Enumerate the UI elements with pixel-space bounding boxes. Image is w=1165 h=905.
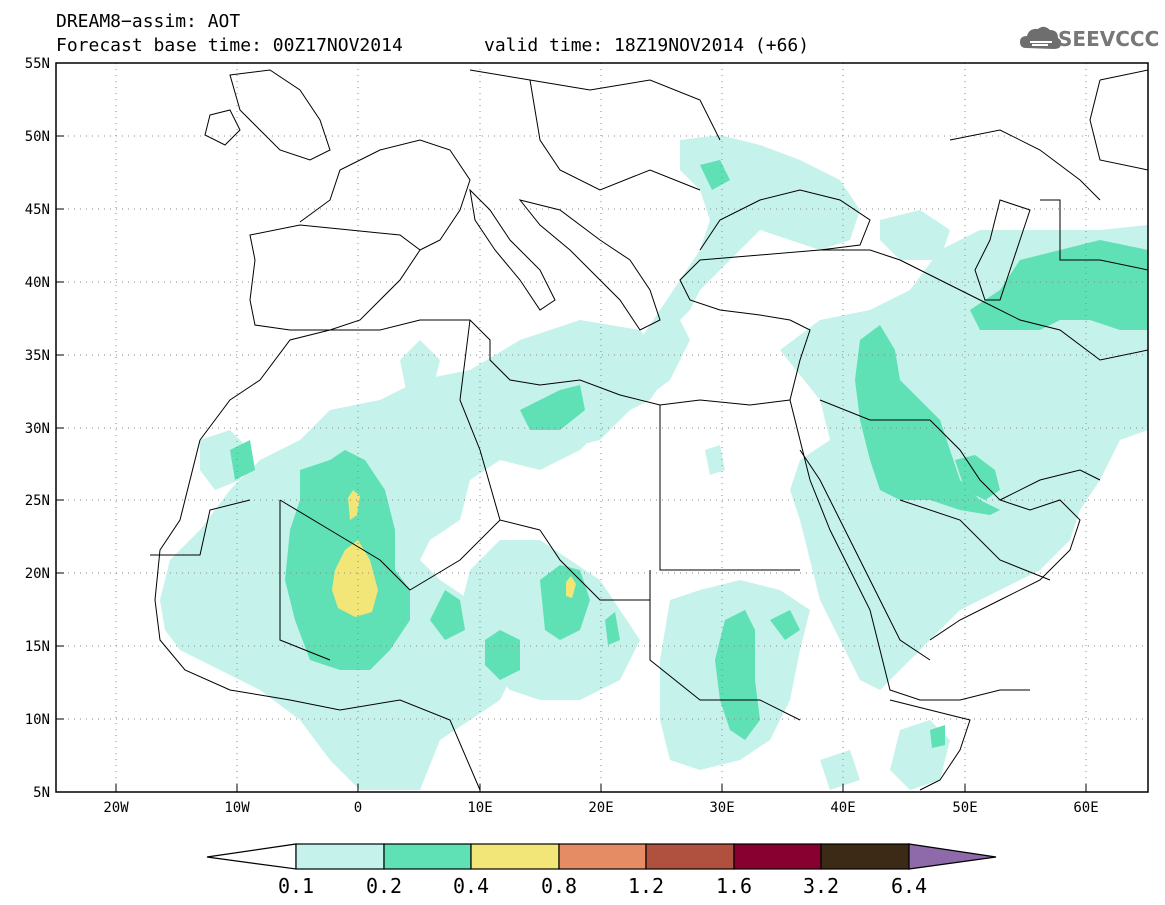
lon-labels: 20W 10W 0 10E 20E 30E 40E 50E 60E [103, 800, 1098, 816]
lon-label: 40E [830, 800, 855, 816]
colorbar-swatch [820, 843, 910, 870]
lat-label: 15N [25, 639, 50, 655]
valid-time: valid time: 18Z19NOV2014 (+66) [484, 35, 810, 56]
colorbar-label: 3.2 [803, 874, 839, 898]
map-title: DREAM8−assim: AOT [56, 11, 241, 32]
lat-label: 10N [25, 712, 50, 728]
colorbar-swatch [558, 843, 647, 870]
colorbar-swatch [383, 843, 472, 870]
lon-label: 50E [952, 800, 977, 816]
lat-labels: 55N 50N 45N 40N 35N 30N 25N 20N 15N 10N … [25, 56, 50, 801]
lat-label: 35N [25, 348, 50, 364]
colorbar-swatch [206, 843, 297, 870]
lon-label: 20E [588, 800, 613, 816]
lat-label: 50N [25, 129, 50, 145]
lon-label: 20W [103, 800, 129, 816]
coastlines [150, 69, 1148, 791]
lon-label: 60E [1073, 800, 1098, 816]
lon-label: 0 [354, 800, 362, 816]
colorbar-label: 1.2 [628, 874, 664, 898]
lat-label: 20N [25, 566, 50, 582]
lat-label: 30N [25, 421, 50, 437]
cloud-icon [1020, 26, 1062, 49]
colorbar-swatch [470, 843, 560, 870]
colorbar-swatch [733, 843, 822, 870]
lat-label: 5N [33, 785, 50, 801]
lon-label: 10E [467, 800, 492, 816]
lon-label: 30E [709, 800, 734, 816]
lat-label: 45N [25, 202, 50, 218]
logo-text: SEEVCCC [1058, 27, 1160, 51]
colorbar-label: 0.4 [453, 874, 489, 898]
colorbar-label: 0.8 [541, 874, 577, 898]
colorbar-label: 0.1 [278, 874, 314, 898]
forecast-base-time: Forecast base time: 00Z17NOV2014 [56, 35, 403, 56]
lat-label: 40N [25, 275, 50, 291]
aot-field [56, 63, 1148, 792]
lon-label: 10W [224, 800, 250, 816]
colorbar-label: 1.6 [716, 874, 752, 898]
colorbar-label: 6.4 [891, 874, 927, 898]
colorbar-labels: 0.1 0.2 0.4 0.8 1.2 1.6 3.2 6.4 [278, 874, 927, 898]
axis-ticks [56, 62, 1087, 792]
lat-label: 55N [25, 56, 50, 72]
colorbar-swatch [645, 843, 735, 870]
colorbar [206, 843, 997, 870]
lat-label: 25N [25, 493, 50, 509]
colorbar-swatch [908, 843, 997, 870]
colorbar-swatch [295, 843, 385, 870]
colorbar-label: 0.2 [366, 874, 402, 898]
aot-level-0.4 [332, 490, 576, 617]
